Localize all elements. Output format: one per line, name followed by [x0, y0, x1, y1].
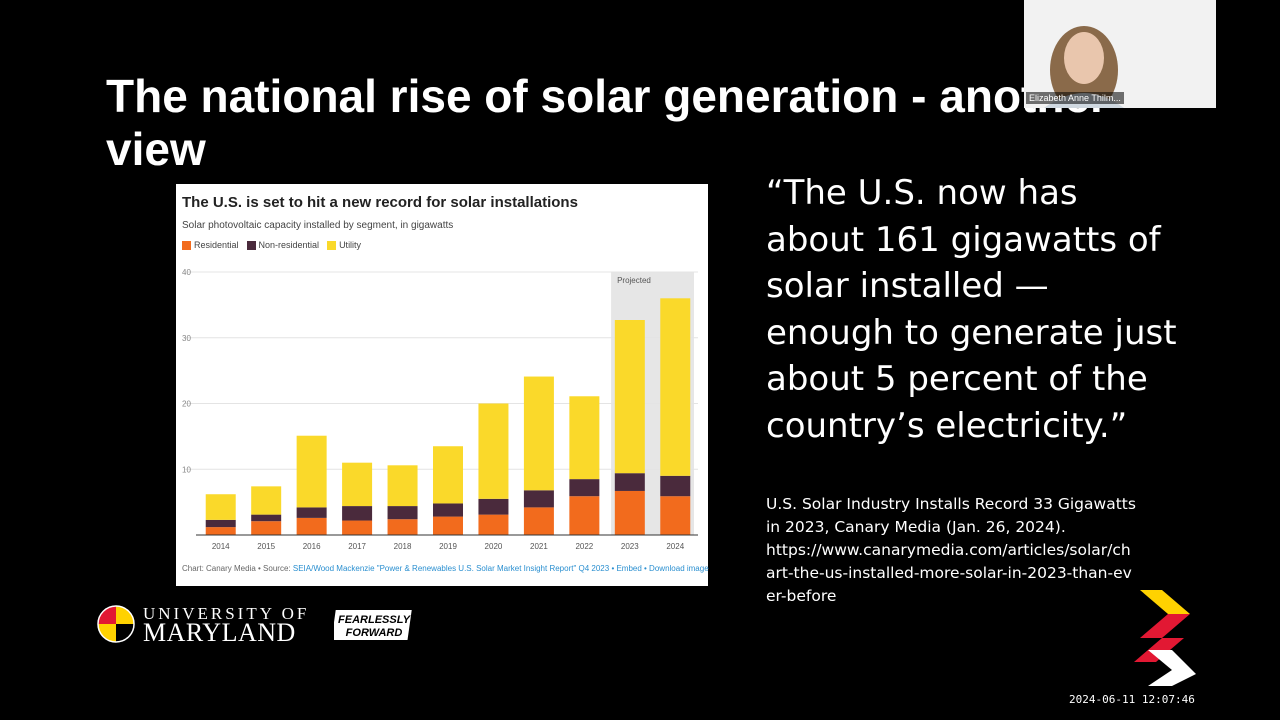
bar-segment-residential — [614, 490, 645, 535]
bar-segment-non-residential — [614, 473, 645, 491]
bar-segment-non-residential — [569, 479, 600, 497]
umd-flag-arrow-icon — [1134, 590, 1196, 686]
chart-footer-prefix: Chart: Canary Media • Source: — [182, 564, 293, 573]
x-tick-label: 2019 — [439, 542, 457, 551]
bar-segment-residential — [251, 521, 282, 535]
bar-segment-non-residential — [251, 514, 282, 522]
citation-line: art-the-us-installed-more-solar-in-2023-… — [766, 564, 1132, 582]
umd-text-bottom: MARYLAND — [143, 618, 296, 647]
x-tick-label: 2014 — [212, 542, 230, 551]
ff-line2: FORWARD — [346, 627, 403, 639]
chart-card: Projected 10 20 30 40 2014 2015 2016 2017 2018 201… — [176, 184, 709, 586]
citation-line: U.S. Solar Industry Installs Record 33 G… — [766, 495, 1136, 513]
recording-timestamp: 2024-06-11 12:07:46 — [1069, 693, 1195, 706]
umd-logo: UNIVERSITY OF MARYLAND — [97, 604, 319, 647]
quote-line: solar installed — — [766, 266, 1049, 306]
bar-segment-non-residential — [342, 506, 373, 521]
x-tick-label: 2017 — [348, 542, 366, 551]
umd-crest-icon — [97, 605, 135, 643]
x-tick-label: 2018 — [394, 542, 412, 551]
x-tick-label: 2016 — [303, 542, 321, 551]
y-tick-label: 30 — [182, 334, 191, 343]
bar-segment-residential — [296, 517, 327, 535]
quote-line: enough to generate just — [766, 312, 1177, 353]
legend-label-residential: Residential — [194, 240, 239, 250]
legend-utility: Utility — [327, 240, 361, 250]
bar-segment-non-residential — [296, 507, 327, 518]
bar-segment-utility — [296, 435, 327, 508]
quote-block: “The U.S. now has about 161 gigawatts of… — [766, 170, 1196, 449]
x-tick-label: 2023 — [621, 542, 639, 551]
bar-segment-utility — [433, 446, 463, 504]
chart-title: The U.S. is set to hit a new record for … — [182, 194, 578, 211]
bar-segment-utility — [387, 465, 418, 507]
citation-line: in 2023, Canary Media (Jan. 26, 2024). — [766, 518, 1066, 536]
participant-video — [1024, 0, 1216, 108]
umd-text-top: UNIVERSITY OF — [143, 604, 310, 623]
legend-swatch-residential — [182, 240, 191, 250]
citation-line: er-before — [766, 587, 837, 605]
stacked-bar-chart: Projected 10 20 30 40 2014 2015 2016 2017 2018 201… — [182, 268, 698, 551]
bar-segment-utility — [523, 376, 554, 491]
bar-segment-residential — [569, 496, 600, 535]
x-tick-label: 2021 — [530, 542, 548, 551]
bar-segment-residential — [205, 527, 236, 535]
bar-segment-utility — [342, 462, 373, 507]
x-tick-label: 2020 — [485, 542, 503, 551]
bar-segment-non-residential — [660, 475, 691, 497]
quote-line: about 5 percent of the — [766, 359, 1148, 399]
bar-segment-utility — [614, 319, 645, 474]
quote-line: about 161 gigawatts of — [766, 219, 1161, 260]
bar-segment-utility — [251, 486, 282, 515]
chart-embed-links[interactable]: • Embed • Download image — [609, 564, 709, 573]
citation-block: U.S. Solar Industry Installs Record 33 G… — [766, 493, 1166, 608]
legend-swatch-utility — [327, 240, 337, 250]
x-tick-label: 2022 — [575, 542, 593, 551]
fearlessly-forward-logo: FEARLESSLY FORWARD — [334, 610, 412, 640]
chart-footer: Chart: Canary Media • Source: SEIA/Wood … — [182, 564, 709, 573]
projected-label: Projected — [617, 276, 651, 285]
legend-label-non-residential: Non-residential — [258, 240, 320, 250]
bar-segment-non-residential — [433, 503, 463, 517]
participant-name: Elizabeth Anne Thilm... — [1026, 92, 1124, 104]
ff-line1: FEARLESSLY — [338, 614, 412, 626]
y-tick-label: 10 — [182, 465, 191, 474]
legend-non-residential: Non-residential — [246, 240, 320, 250]
quote-line: “The U.S. now has — [766, 173, 1078, 213]
bar-segment-utility — [205, 494, 236, 520]
bar-segment-residential — [523, 507, 554, 535]
x-tick-label: 2024 — [666, 542, 684, 551]
x-tick-label: 2015 — [257, 542, 275, 551]
bar-segment-utility — [660, 298, 691, 476]
bar-segment-residential — [342, 520, 373, 535]
bar-segment-residential — [433, 516, 463, 535]
citation-line: https://www.canarymedia.com/articles/sol… — [766, 541, 1131, 559]
bar-segment-non-residential — [205, 519, 236, 528]
bar-segment-non-residential — [523, 490, 554, 508]
bar-segment-non-residential — [387, 506, 418, 520]
webcam-tile[interactable]: Elizabeth Anne Thilm... — [1024, 0, 1216, 108]
slide-title: The national rise of solar generation - … — [106, 70, 1108, 175]
bar-segment-residential — [387, 519, 418, 535]
bar-segment-non-residential — [478, 498, 509, 515]
legend-residential: Residential — [182, 240, 239, 250]
bar-segment-utility — [569, 396, 600, 480]
chart-legend: Residential Non-residential Utility — [182, 240, 361, 250]
legend-label-utility: Utility — [339, 240, 362, 250]
bar-segment-residential — [478, 514, 509, 535]
quote-line: country’s electricity.” — [766, 405, 1128, 446]
chart-source-link[interactable]: SEIA/Wood Mackenzie "Power & Renewables … — [292, 564, 610, 573]
y-tick-label: 40 — [182, 268, 191, 277]
bar-segment-utility — [478, 403, 509, 499]
legend-swatch-non-residential — [246, 240, 256, 250]
bar-segment-residential — [660, 496, 691, 535]
y-tick-label: 20 — [182, 400, 191, 409]
chart-subtitle: Solar photovoltaic capacity installed by… — [182, 220, 454, 231]
